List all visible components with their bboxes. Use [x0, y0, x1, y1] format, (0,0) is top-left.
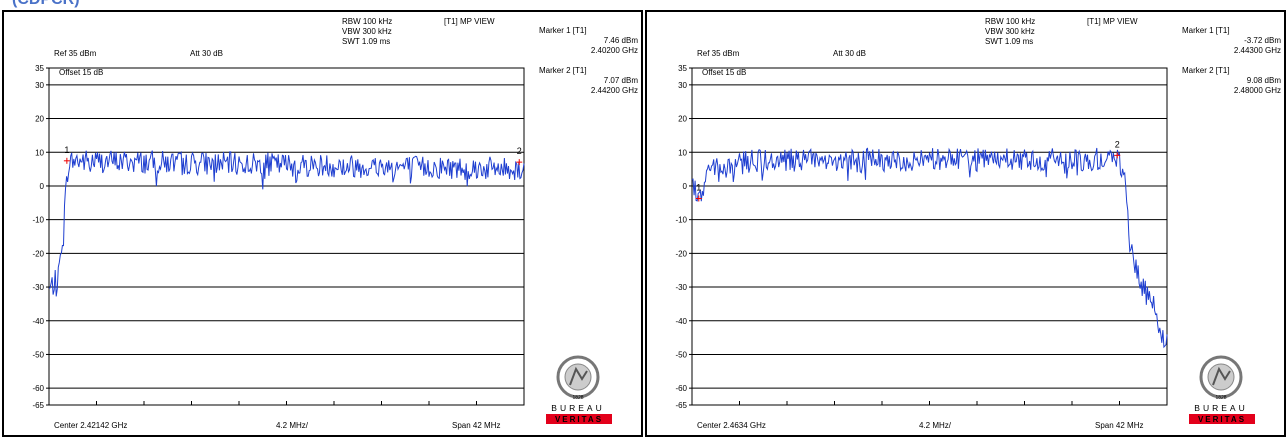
y-tick-label: -50: [675, 350, 687, 359]
spectrum-chart-left: 35 30 20 10 0 -10 -20 -30 -40 -50 -60 -65 RBW 100 kH…: [32, 17, 639, 430]
division-label: 4.2 MHz/: [919, 421, 952, 430]
marker-number: 2: [517, 146, 522, 156]
attenuation-label: Att 30 dB: [833, 49, 866, 58]
offset-label: Offset 15 dB: [59, 68, 103, 77]
swt-label: SWT 1.09 ms: [985, 37, 1033, 46]
marker-number: 2: [1115, 139, 1120, 149]
y-tick-label: -65: [32, 401, 44, 410]
y-tick-label: 0: [683, 182, 688, 191]
y-tick-label: -30: [675, 283, 687, 292]
swt-label: SWT 1.09 ms: [342, 37, 390, 46]
vbw-label: VBW 300 kHz: [342, 27, 392, 36]
mode-label: [T1] MP VIEW: [444, 17, 495, 26]
y-tick-label: 30: [35, 81, 44, 90]
spectrum-chart-right: 35 30 20 10 0 -10 -20 -30 -40 -50 -60 -65 RBW 100 kH…: [675, 17, 1282, 430]
marker-readout-level: 7.07 dBm: [604, 76, 639, 85]
bureau-veritas-logo: 1828 BUREAU VERITAS: [1189, 355, 1255, 424]
bureau-veritas-logo: 1828 BUREAU VERITAS: [546, 355, 612, 424]
logo-figure: [569, 366, 588, 386]
marker-readout-freq: 2.48000 GHz: [1234, 86, 1281, 95]
rbw-label: RBW 100 kHz: [985, 17, 1035, 26]
y-tick-label: -30: [32, 283, 44, 292]
marker-readout-freq: 2.40200 GHz: [591, 46, 638, 55]
y-tick-label: -10: [32, 216, 44, 225]
marker-readout-freq: 2.44300 GHz: [1234, 46, 1281, 55]
marker-readout-title: Marker 2 [T1]: [539, 66, 587, 75]
logo-red-bar: [546, 414, 612, 424]
mode-label: [T1] MP VIEW: [1087, 17, 1138, 26]
attenuation-label: Att 30 dB: [190, 49, 223, 58]
spectrum-trace: [48, 150, 525, 297]
span-label: Span 42 MHz: [452, 421, 500, 430]
y-tick-label: 20: [35, 115, 44, 124]
y-tick-label: 0: [40, 182, 45, 191]
y-tick-label: -60: [675, 384, 687, 393]
y-tick-label: -65: [675, 401, 687, 410]
y-tick-label: 10: [35, 148, 44, 157]
vbw-label: VBW 300 kHz: [985, 27, 1035, 36]
marker-readout-freq: 2.44200 GHz: [591, 86, 638, 95]
y-tick-label: 35: [35, 64, 44, 73]
center-freq-label: Center 2.4634 GHz: [697, 421, 766, 430]
y-tick-label: -40: [32, 317, 44, 326]
division-label: 4.2 MHz/: [276, 421, 309, 430]
y-tick-label: -20: [32, 249, 44, 258]
logo-seal-inner: [1207, 363, 1235, 391]
y-tick-label: -40: [675, 317, 687, 326]
logo-seal-inner: [564, 363, 592, 391]
offset-label: Offset 15 dB: [702, 68, 746, 77]
marker-readout-level: -3.72 dBm: [1244, 36, 1281, 45]
y-tick-label: -60: [32, 384, 44, 393]
logo-word-2: VERITAS: [1198, 415, 1246, 424]
spectrum-trace: [691, 147, 1168, 349]
ref-level-label: Ref 35 dBm: [54, 49, 97, 58]
rbw-label: RBW 100 kHz: [342, 17, 392, 26]
y-tick-label: 20: [678, 115, 687, 124]
marker-readout-title: Marker 2 [T1]: [1182, 66, 1230, 75]
logo-word-1: BUREAU: [1194, 403, 1247, 413]
logo-word-2: VERITAS: [555, 415, 603, 424]
section-label: (CDPCR): [12, 0, 80, 9]
logo-figure: [1212, 366, 1231, 386]
marker-readout-title: Marker 1 [T1]: [539, 26, 587, 35]
ref-level-label: Ref 35 dBm: [697, 49, 740, 58]
marker-number: 1: [696, 182, 701, 192]
y-tick-label: 30: [678, 81, 687, 90]
marker-readout-level: 9.08 dBm: [1247, 76, 1282, 85]
logo-word-1: BUREAU: [551, 403, 604, 413]
marker-readout-level: 7.46 dBm: [604, 36, 639, 45]
marker-readout-title: Marker 1 [T1]: [1182, 26, 1230, 35]
y-tick-label: -50: [32, 350, 44, 359]
marker-number: 1: [64, 145, 69, 155]
span-label: Span 42 MHz: [1095, 421, 1143, 430]
logo-red-bar: [1189, 414, 1255, 424]
y-tick-label: -10: [675, 216, 687, 225]
center-freq-label: Center 2.42142 GHz: [54, 421, 127, 430]
y-tick-label: 10: [678, 148, 687, 157]
y-tick-label: -20: [675, 249, 687, 258]
logo-year: 1828: [1215, 395, 1226, 401]
y-tick-label: 35: [678, 64, 687, 73]
spectrum-panel-right: 35 30 20 10 0 -10 -20 -30 -40 -50 -60 -65 RBW 100 kH…: [645, 10, 1286, 437]
spectrum-panel-left: 35 30 20 10 0 -10 -20 -30 -40 -50 -60 -65 RBW 100 kH…: [2, 10, 643, 437]
top-strip: (CDPCR): [0, 0, 1287, 10]
logo-year: 1828: [572, 395, 583, 401]
